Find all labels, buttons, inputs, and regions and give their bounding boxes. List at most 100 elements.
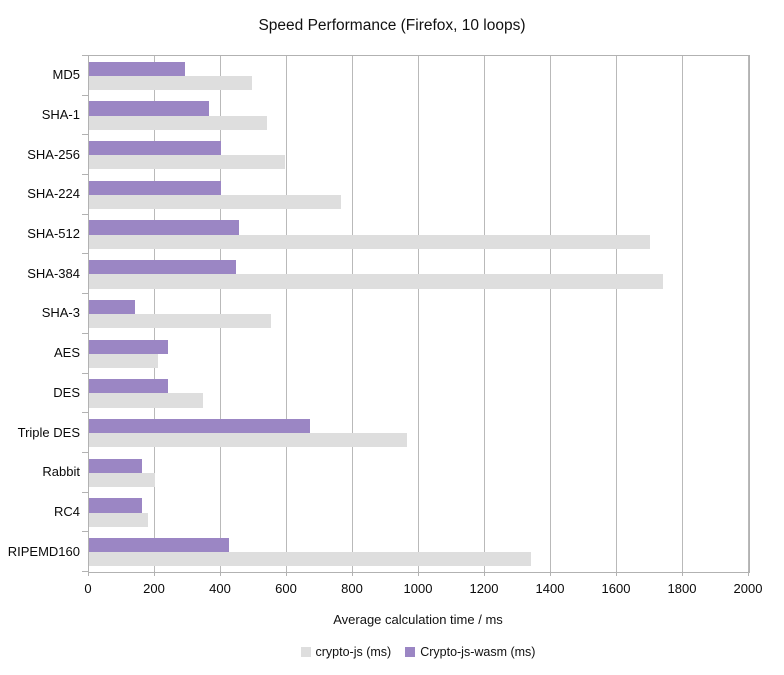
y-tick-mark bbox=[82, 253, 88, 254]
y-tick-mark bbox=[82, 531, 88, 532]
bar-crypto-js-ms bbox=[89, 274, 664, 289]
y-tick-mark bbox=[82, 452, 88, 453]
bar-crypto-js-ms bbox=[89, 75, 253, 91]
gridline bbox=[616, 56, 617, 572]
y-tick-mark bbox=[82, 571, 88, 572]
category-label: AES bbox=[53, 345, 80, 361]
legend-label: Crypto-js-wasm (ms) bbox=[420, 645, 536, 659]
legend-swatch-icon bbox=[405, 647, 416, 657]
x-tick-label: 1000 bbox=[403, 581, 433, 596]
x-tick-mark bbox=[550, 571, 551, 576]
gridline bbox=[352, 56, 353, 572]
category-label: SHA-256 bbox=[27, 146, 80, 162]
gridline bbox=[484, 56, 485, 572]
bar-crypto-js-ms bbox=[89, 353, 159, 368]
x-tick-label: 600 bbox=[275, 581, 297, 596]
category-label: DES bbox=[53, 384, 80, 400]
x-tick-mark bbox=[418, 571, 419, 576]
bar-crypto-js-ms bbox=[89, 115, 268, 130]
category-label: MD5 bbox=[52, 67, 80, 83]
y-tick-mark bbox=[82, 134, 88, 135]
bar-crypto-js-wasm-ms bbox=[89, 180, 221, 195]
bar-crypto-js-ms bbox=[89, 393, 203, 408]
x-tick-label: 2000 bbox=[733, 581, 763, 596]
category-label: SHA-384 bbox=[27, 265, 80, 281]
x-tick-mark bbox=[220, 571, 221, 576]
x-tick-label: 1600 bbox=[601, 581, 631, 596]
bar-crypto-js-ms bbox=[89, 314, 271, 329]
bar-crypto-js-ms bbox=[89, 234, 650, 249]
category-label: SHA-3 bbox=[41, 305, 80, 321]
gridline bbox=[154, 56, 155, 572]
bar-crypto-js-wasm-ms bbox=[89, 220, 240, 235]
bar-crypto-js-ms bbox=[89, 194, 342, 210]
x-tick-mark bbox=[484, 571, 485, 576]
category-label: SHA-1 bbox=[41, 107, 80, 123]
y-tick-mark bbox=[82, 95, 88, 96]
x-tick-mark bbox=[352, 571, 353, 576]
category-label: Rabbit bbox=[42, 464, 80, 480]
bar-crypto-js-wasm-ms bbox=[89, 141, 221, 156]
bar-crypto-js-ms bbox=[89, 512, 149, 527]
y-tick-mark bbox=[82, 293, 88, 294]
y-tick-mark bbox=[82, 412, 88, 413]
bar-crypto-js-ms bbox=[89, 433, 408, 448]
gridline bbox=[220, 56, 221, 572]
x-tick-label: 1800 bbox=[667, 581, 697, 596]
x-tick-label: 1400 bbox=[535, 581, 565, 596]
x-tick-label: 200 bbox=[143, 581, 165, 596]
x-tick-mark bbox=[682, 571, 683, 576]
y-axis-ticks bbox=[82, 55, 88, 572]
bar-crypto-js-wasm-ms bbox=[89, 299, 136, 315]
y-tick-mark bbox=[82, 373, 88, 374]
gridline bbox=[286, 56, 287, 572]
chart-title: Speed Performance (Firefox, 10 loops) bbox=[258, 17, 526, 34]
legend-item: crypto-js (ms) bbox=[300, 645, 392, 659]
category-label: SHA-224 bbox=[27, 186, 80, 202]
x-tick-label: 1200 bbox=[469, 581, 499, 596]
category-label: RIPEMD160 bbox=[7, 543, 80, 559]
gridline bbox=[748, 56, 749, 572]
legend-swatch-icon bbox=[300, 647, 311, 657]
bar-crypto-js-wasm-ms bbox=[89, 339, 169, 354]
x-tick-mark bbox=[286, 571, 287, 576]
bar-crypto-js-wasm-ms bbox=[89, 61, 185, 76]
bar-crypto-js-wasm-ms bbox=[89, 260, 236, 275]
category-label: Triple DES bbox=[17, 424, 80, 440]
gridline bbox=[550, 56, 551, 572]
plot-area bbox=[88, 55, 750, 573]
bar-crypto-js-wasm-ms bbox=[89, 101, 210, 116]
bar-crypto-js-ms bbox=[89, 155, 286, 170]
legend-label: crypto-js (ms) bbox=[315, 645, 392, 659]
x-axis-tick-labels: 0 200 400 600 800 1000 1200 1400 1600 1800 2000 bbox=[84, 581, 762, 597]
x-tick-mark bbox=[748, 571, 749, 576]
gridline bbox=[682, 56, 683, 572]
bar-crypto-js-ms bbox=[89, 472, 155, 487]
x-tick-mark bbox=[616, 571, 617, 576]
bar-crypto-js-ms bbox=[89, 552, 532, 567]
bar-crypto-js-wasm-ms bbox=[89, 418, 311, 434]
bar-crypto-js-wasm-ms bbox=[89, 458, 142, 473]
x-tick-label: 400 bbox=[209, 581, 231, 596]
category-label: SHA-512 bbox=[27, 226, 80, 242]
x-tick-label: 800 bbox=[341, 581, 363, 596]
legend-item: Crypto-js-wasm (ms) bbox=[405, 645, 535, 659]
x-tick-mark bbox=[154, 571, 155, 576]
x-tick-label: 0 bbox=[84, 581, 92, 596]
x-tick-mark bbox=[88, 571, 89, 576]
y-tick-mark bbox=[82, 174, 88, 175]
y-axis-category-labels: MD5 SHA-1 SHA-256 SHA-224 SHA-512 SHA-384 SHA-… bbox=[0, 55, 80, 571]
y-tick-mark bbox=[82, 492, 88, 493]
x-axis-ticks bbox=[88, 571, 749, 576]
bar-crypto-js-wasm-ms bbox=[89, 379, 169, 394]
y-tick-mark bbox=[82, 214, 88, 215]
category-label: RC4 bbox=[53, 503, 80, 519]
gridline bbox=[418, 56, 419, 572]
y-tick-mark bbox=[82, 55, 88, 56]
x-axis-title: Average calculation time / ms bbox=[333, 612, 503, 627]
legend: crypto-js (ms) Crypto-js-wasm (ms) bbox=[88, 643, 748, 661]
bar-crypto-js-wasm-ms bbox=[89, 538, 230, 553]
y-tick-mark bbox=[82, 333, 88, 334]
bar-crypto-js-wasm-ms bbox=[89, 498, 142, 513]
